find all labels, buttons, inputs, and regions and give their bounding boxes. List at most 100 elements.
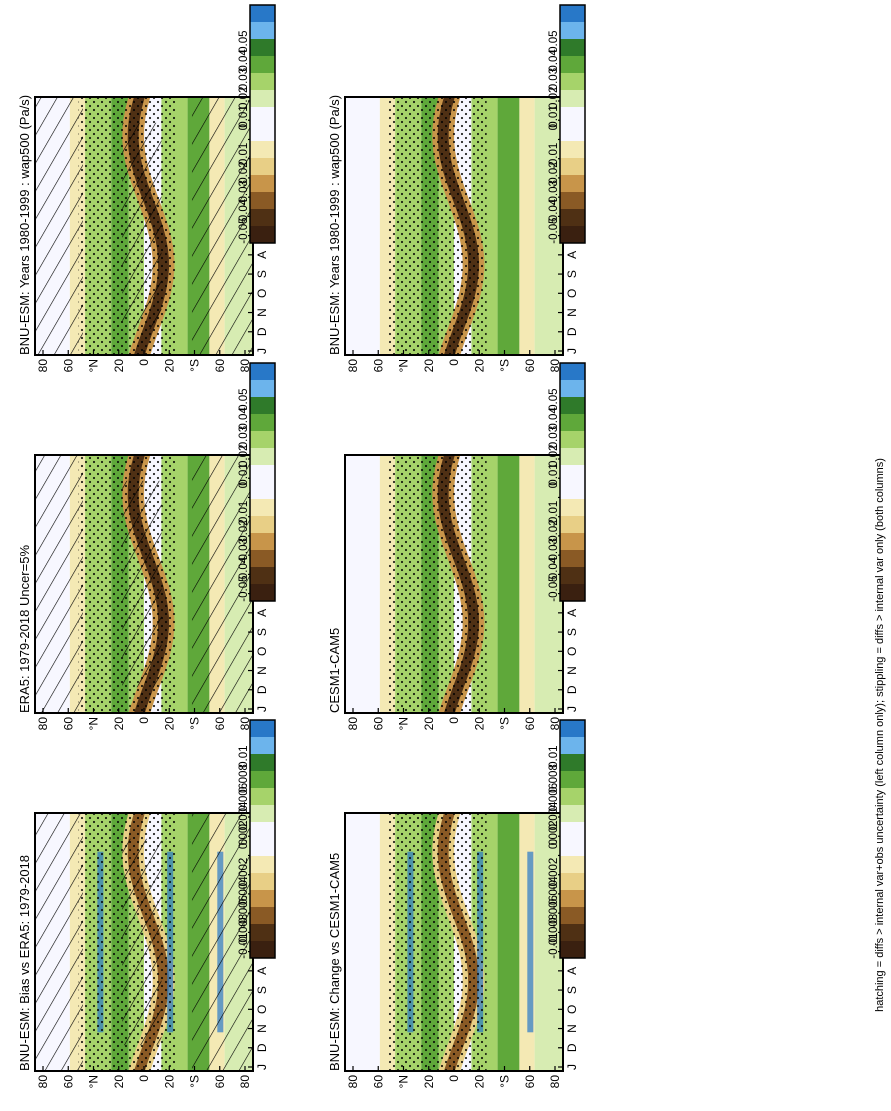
lat-tick-label: 80 [548,717,562,731]
panel-bnu-esm-climatology: BNU-ESM: Years 1980-1999 : wap500 (Pa/s)… [17,4,276,373]
colorbar-label: -0.01 [238,933,250,959]
panel-title: BNU-ESM: Bias vs ERA5: 1979-2018 [17,855,32,1071]
colorbar-label: -0.03 [548,538,560,564]
month-tick-label: O [255,647,269,656]
month-tick-label: D [255,685,269,694]
lat-tick-label: 60 [213,359,227,373]
colorbar-swatch [250,124,275,142]
colorbar-label: -0.008 [238,914,250,947]
colorbar-label: 0.008 [548,764,560,793]
panel-cesm1-cam5: CESM1-CAM5DJFMAMJJASONDJ8060°N20020°S608… [327,362,586,731]
month-tick-label: O [255,1005,269,1014]
lat-tick-label: 20 [112,359,126,373]
lat-tick-label: °N [87,1075,101,1088]
month-tick-label: D [565,685,579,694]
panel-title: BNU-ESM: Change vs CESM1-CAM5 [327,853,342,1071]
colorbar-swatch [560,431,585,449]
month-tick-label: A [565,251,579,259]
lat-tick-label: °N [87,717,101,730]
panel-bias-vs-era5: BNU-ESM: Bias vs ERA5: 1979-2018DJFMAMJJ… [17,719,276,1089]
lat-tick-label: 20 [112,1075,126,1089]
hatching-overlay [122,480,162,688]
colorbar-label: -0.01 [548,933,560,959]
colorbar-swatch [560,584,585,602]
month-tick-label: D [255,327,269,336]
colorbar-swatch [560,5,585,23]
lat-tick-label: 0 [447,717,461,724]
colorbar-label: 0.02 [548,445,560,467]
colorbar-swatch [560,550,585,568]
colorbar-label: 0.002 [238,820,250,849]
month-tick-label: N [255,1024,269,1033]
colorbar-swatch [560,533,585,551]
month-tick-label: S [255,986,269,994]
lat-tick-label: 80 [238,717,252,731]
lat-tick-label: °S [498,359,512,372]
panel-change-vs-cesm: BNU-ESM: Change vs CESM1-CAM5DJFMAMJJASO… [327,719,586,1089]
hatching-overlay [35,97,83,355]
colorbar-swatch [250,465,275,483]
colorbar-swatch [560,56,585,74]
colorbar-swatch [560,124,585,142]
hatching-overlay [35,455,83,713]
colorbar-label: 0.01 [238,746,250,768]
colorbar-swatch [560,873,585,891]
lat-tick-label: 20 [422,359,436,373]
colorbar-label: -0.02 [548,519,560,545]
colorbar-swatch [560,924,585,942]
colorbar-swatch [250,414,275,432]
colorbar-label: 0.002 [548,820,560,849]
colorbar-label: 0.05 [238,389,250,411]
colorbar-label: -0.04 [238,198,250,225]
colorbar-label: 0.02 [238,445,250,467]
colorbar-label: -0.04 [548,198,560,225]
colorbar-label: 0.03 [238,426,250,448]
colorbar-label: -0.03 [548,180,560,206]
colorbar-label: 0.05 [238,31,250,53]
colorbar-swatch [250,141,275,159]
colorbar-label: -0.05 [238,576,250,602]
colorbar-swatch [560,771,585,789]
lat-tick-label: 60 [213,717,227,731]
colorbar-swatch [560,856,585,874]
colorbar-swatch [250,73,275,91]
hatching-overlay [191,813,253,1071]
lat-tick-label: °S [498,717,512,730]
panel-title: BNU-ESM: Years 1980-1999 : wap500 (Pa/s) [327,95,342,355]
lat-tick-label: 20 [162,717,176,731]
colorbar-swatch [560,397,585,415]
hatching-overlay [35,813,83,1071]
lat-tick-label: 80 [548,1075,562,1089]
colorbar-label: -0.008 [548,914,560,947]
lat-tick-label: 80 [36,1075,50,1089]
lat-tick-label: 80 [548,359,562,373]
colorbar-swatch [250,788,275,806]
lat-tick-label: °S [188,1075,202,1088]
colorbar: 0.050.040.030.020.010-0.01-0.02-0.03-0.0… [238,4,276,244]
colorbar-swatch [560,822,585,840]
colorbar-label: 0.03 [548,68,560,90]
colorbar-swatch [250,226,275,244]
colorbar-swatch [250,39,275,57]
colorbar-label: 0 [548,124,560,130]
lat-tick-label: 20 [422,717,436,731]
colorbar-label: 0 [238,124,250,130]
colorbar-label: 0.004 [548,801,560,830]
lat-tick-label: 20 [472,359,486,373]
lat-tick-label: 0 [447,359,461,366]
colorbar-swatch [560,737,585,755]
colorbar-swatch [250,873,275,891]
colorbar-swatch [250,499,275,517]
hatching-overlay [191,97,253,355]
month-tick-label: J [255,348,269,354]
lat-tick-label: 60 [371,717,385,731]
month-tick-label: A [255,967,269,975]
colorbar-label: 0.006 [548,783,560,812]
lat-tick-label: °N [397,717,411,730]
colorbar-label: -0.004 [548,876,560,909]
colorbar-swatch [250,907,275,925]
month-tick-label: J [565,706,579,712]
colorbar-swatch [250,941,275,959]
colorbar-label: -0.004 [238,876,250,909]
colorbar-swatch [250,720,275,738]
